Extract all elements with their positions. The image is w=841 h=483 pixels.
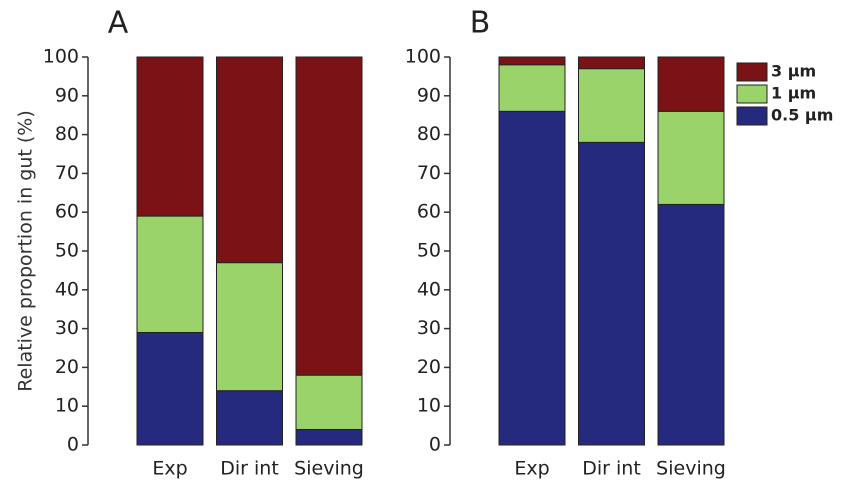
x-tick-label: Exp (514, 458, 549, 480)
x-tick-label: Exp (152, 458, 187, 480)
y-tick-label: 70 (55, 162, 79, 184)
y-axis-label: Relative proportion in gut (%) (15, 110, 37, 392)
bar-segment (657, 56, 725, 112)
bar-segment (216, 390, 283, 446)
legend-swatch (736, 106, 768, 126)
x-tick-label: Dir int (220, 458, 279, 480)
legend-label: 0.5 µm (771, 106, 833, 125)
y-tick-label: 40 (55, 278, 79, 300)
y-tick-label: 50 (55, 240, 79, 262)
panel-title: B (470, 6, 491, 41)
panel-title: A (108, 6, 129, 41)
legend-swatch (736, 62, 768, 82)
bar-segment (498, 110, 566, 446)
y-tick-label: 90 (55, 84, 79, 106)
bar-segment (578, 141, 645, 446)
y-tick-label: 80 (55, 123, 79, 145)
bar-segment (498, 56, 566, 66)
bar-segment (578, 56, 645, 70)
y-tick-label: 30 (55, 317, 79, 339)
legend-label: 1 µm (771, 84, 816, 103)
y-tick-label: 10 (417, 395, 441, 417)
y-tick-label: 20 (417, 356, 441, 378)
x-tick-label: Sieving (294, 458, 364, 480)
y-tick-label: 60 (417, 201, 441, 223)
bar-segment (578, 68, 645, 143)
bar-segment (295, 56, 363, 376)
bar-segment (216, 56, 283, 264)
x-tick-label: Sieving (656, 458, 726, 480)
legend-swatch (736, 84, 768, 104)
bar-segment (216, 262, 283, 392)
y-tick-label: 30 (417, 317, 441, 339)
y-tick-label: 90 (417, 84, 441, 106)
y-tick-label: 100 (405, 46, 441, 68)
y-tick-label: 10 (55, 395, 79, 417)
bar-segment (657, 110, 725, 205)
y-tick-label: 20 (55, 356, 79, 378)
y-tick-label: 40 (417, 278, 441, 300)
y-tick-label: 80 (417, 123, 441, 145)
bar-segment (136, 215, 204, 333)
bar-segment (657, 203, 725, 446)
y-tick-label: 60 (55, 201, 79, 223)
y-tick-label: 70 (417, 162, 441, 184)
bar-segment (295, 374, 363, 430)
bar-segment (136, 331, 204, 446)
x-tick-label: Dir int (582, 458, 641, 480)
y-tick-label: 50 (417, 240, 441, 262)
bar-segment (295, 428, 363, 446)
bar-segment (136, 56, 204, 217)
y-tick-label: 0 (67, 434, 79, 456)
y-tick-label: 0 (429, 434, 441, 456)
legend-label: 3 µm (771, 62, 816, 81)
y-tick-label: 100 (43, 46, 79, 68)
bar-segment (498, 64, 566, 112)
